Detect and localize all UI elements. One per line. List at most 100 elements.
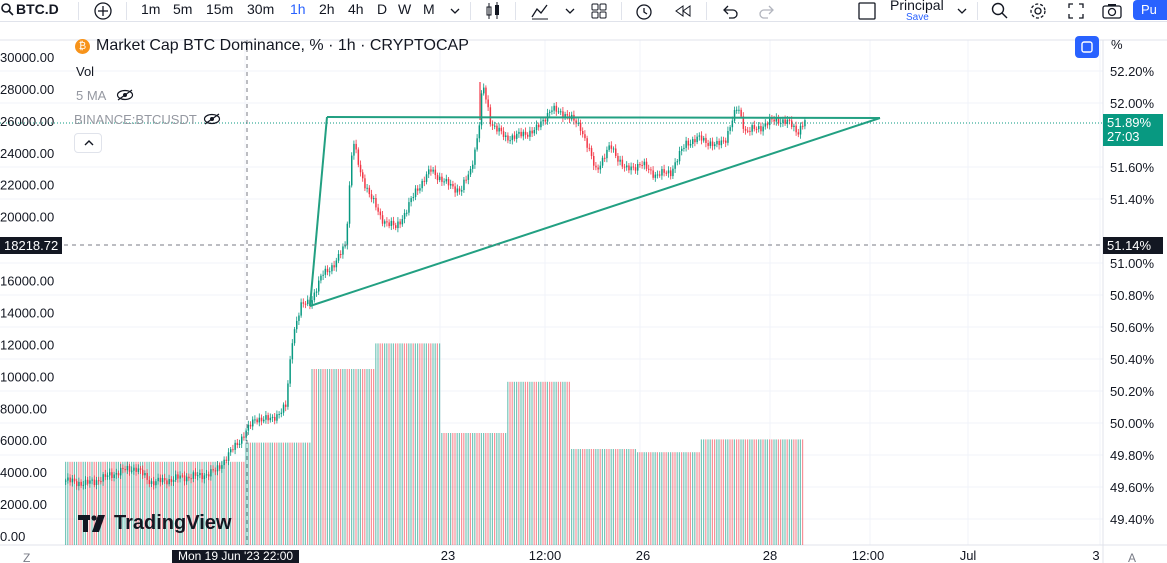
- candle-body: [601, 157, 604, 166]
- layout-name[interactable]: Principal: [890, 0, 944, 13]
- volume-bar: [562, 381, 564, 545]
- candle-body: [507, 135, 509, 141]
- candle-body: [645, 161, 648, 169]
- volume-bar: [254, 442, 256, 545]
- auto-a-button[interactable]: A: [1128, 551, 1137, 563]
- volume-bar: [100, 461, 102, 545]
- layouts-icon[interactable]: [589, 1, 609, 21]
- interval-15m[interactable]: 15m: [206, 1, 234, 17]
- volume-bar: [89, 461, 91, 545]
- interval-5m[interactable]: 5m: [173, 1, 193, 17]
- interval-1m[interactable]: 1m: [141, 1, 161, 17]
- volume-bar: [535, 381, 537, 545]
- symbol-name[interactable]: BTC.D: [16, 1, 59, 17]
- volume-bar: [458, 433, 460, 545]
- volume-bar: [586, 449, 588, 545]
- candle-body: [98, 480, 100, 482]
- auto-scale-button[interactable]: [1075, 36, 1099, 58]
- candle-body: [122, 467, 124, 470]
- volume-bar: [729, 439, 731, 545]
- redo-icon[interactable]: [757, 1, 777, 21]
- compare-legend[interactable]: BINANCE:BTCUSDT: [74, 112, 197, 127]
- candle-body: [736, 109, 738, 111]
- volume-bar: [399, 343, 401, 545]
- volume-bar: [80, 461, 82, 545]
- interval-2h[interactable]: 2h: [319, 1, 335, 17]
- candle-body: [698, 135, 701, 137]
- candle-body: [439, 176, 441, 181]
- candle-body: [692, 139, 694, 144]
- candle-body: [709, 141, 712, 146]
- interval-w[interactable]: W: [398, 1, 412, 17]
- undo-icon[interactable]: [720, 1, 740, 21]
- hide-compare-eye-icon[interactable]: [203, 113, 221, 125]
- indicators-chevron-icon[interactable]: [563, 1, 577, 21]
- quick-search-icon[interactable]: [990, 1, 1010, 21]
- candle-body: [720, 140, 723, 146]
- volume-bar: [599, 449, 601, 545]
- candle-body: [544, 119, 547, 122]
- ma-legend[interactable]: 5 MA: [76, 88, 107, 103]
- left-axis-tick: 8000.00: [0, 401, 47, 416]
- trendlines: [309, 116, 881, 307]
- hide-eye-icon[interactable]: [116, 89, 134, 101]
- search-icon[interactable]: [0, 2, 16, 18]
- camera-icon[interactable]: [1101, 1, 1123, 21]
- volume-bar: [232, 461, 234, 545]
- candle-body: [469, 168, 472, 175]
- alert-icon[interactable]: [634, 1, 654, 21]
- volume-bar: [518, 381, 520, 545]
- fullscreen-icon[interactable]: [1066, 1, 1086, 21]
- gear-icon[interactable]: [1028, 1, 1048, 21]
- candles-icon[interactable]: [483, 1, 503, 21]
- publish-button[interactable]: Pu: [1133, 0, 1167, 20]
- candle-body: [313, 292, 316, 301]
- volume-legend[interactable]: Vol: [76, 64, 95, 79]
- candle-body: [626, 165, 628, 168]
- volume-bar: [302, 442, 304, 545]
- interval-d[interactable]: D: [377, 1, 388, 17]
- candle-body: [769, 118, 771, 126]
- volume-bar: [315, 369, 317, 545]
- collapse-legend-button[interactable]: [74, 133, 102, 153]
- replay-icon[interactable]: [673, 1, 693, 21]
- volume-bar: [676, 452, 678, 545]
- interval-4h[interactable]: 4h: [348, 1, 364, 17]
- volume-bar: [98, 461, 100, 545]
- candle-body: [225, 459, 228, 461]
- volume-bar: [733, 439, 735, 545]
- volume-bar: [104, 461, 106, 545]
- candle-body: [80, 481, 82, 486]
- chevron-down-icon[interactable]: [448, 1, 462, 21]
- candle-body: [584, 134, 586, 139]
- volume-bar: [238, 461, 240, 545]
- percent-toggle[interactable]: %: [1111, 37, 1123, 52]
- interval-1h[interactable]: 1h: [290, 1, 306, 17]
- candle-body: [65, 480, 67, 482]
- volume-bar: [703, 439, 705, 545]
- volume-bar: [731, 439, 733, 545]
- volume-bar: [456, 433, 458, 545]
- volume-bar: [148, 461, 150, 545]
- time-axis: 23 12:00 26 28 12:00 Jul 3: [441, 548, 1100, 563]
- layout-chevron-icon[interactable]: [955, 1, 969, 21]
- volume-bar: [265, 442, 267, 545]
- layout-checkbox-icon[interactable]: [857, 1, 877, 21]
- interval-30m[interactable]: 30m: [247, 1, 275, 17]
- candle-body: [674, 162, 676, 169]
- volume-bar: [95, 461, 97, 545]
- chart-area[interactable]: 52.20% 52.00% 51.60% 51.40% 51.00% 50.80% 50.6…: [0, 22, 1167, 563]
- volume-bar: [744, 439, 746, 545]
- legend-title[interactable]: Market Cap BTC Dominance, % · 1h · CRYPT…: [96, 37, 469, 54]
- volume-bar: [333, 369, 335, 545]
- candle-body: [606, 149, 608, 159]
- candle-body: [265, 415, 267, 420]
- left-axis-tick: 30000.00: [0, 50, 54, 65]
- interval-m[interactable]: M: [423, 1, 435, 17]
- save-label[interactable]: Save: [906, 12, 929, 23]
- zoom-z-button[interactable]: Z: [23, 551, 31, 563]
- candle-body: [597, 167, 599, 170]
- volume-bar: [718, 439, 720, 545]
- add-symbol-icon[interactable]: [93, 1, 113, 21]
- indicators-icon[interactable]: [530, 1, 550, 21]
